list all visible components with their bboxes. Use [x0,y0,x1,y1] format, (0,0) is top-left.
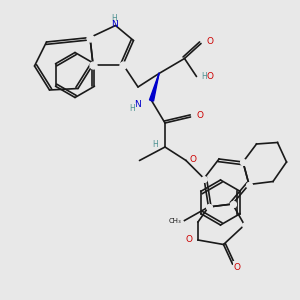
Text: O: O [234,262,241,272]
Text: CH₃: CH₃ [168,218,181,224]
Text: H: H [153,140,158,149]
Text: O: O [190,155,196,164]
Text: O: O [186,236,193,244]
Text: N: N [111,20,117,29]
Text: O: O [196,111,203,120]
Text: O: O [206,72,213,81]
Text: O: O [206,38,213,46]
Text: N: N [134,100,141,109]
Text: H: H [129,104,135,113]
Text: H: H [201,72,207,81]
Text: H: H [111,14,117,23]
Polygon shape [149,74,159,101]
